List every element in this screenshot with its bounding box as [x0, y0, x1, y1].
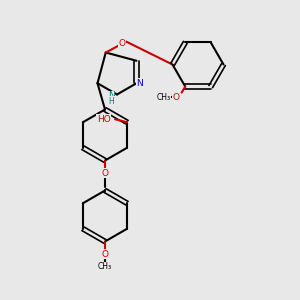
Text: N: N [136, 79, 143, 88]
Text: O: O [101, 169, 109, 178]
Text: CH₃: CH₃ [98, 262, 112, 271]
Text: O: O [119, 39, 126, 48]
Text: N: N [108, 92, 115, 100]
Text: CH₃: CH₃ [157, 93, 171, 102]
Text: O: O [101, 250, 109, 259]
Text: HO: HO [97, 115, 111, 124]
Text: O: O [173, 93, 180, 102]
Text: H: H [109, 97, 115, 106]
